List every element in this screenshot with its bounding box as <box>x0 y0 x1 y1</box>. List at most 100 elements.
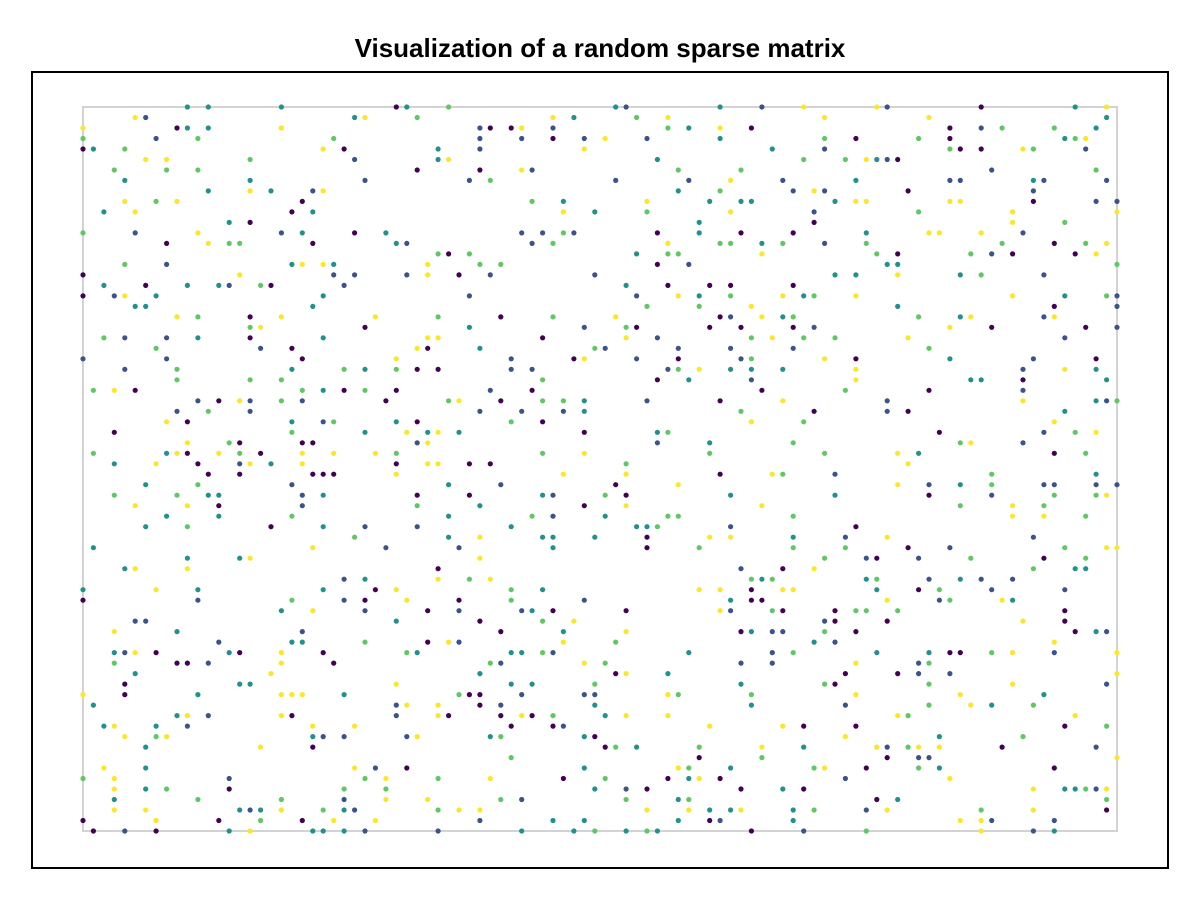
matrix-point <box>205 713 211 719</box>
matrix-point <box>529 167 535 173</box>
matrix-point <box>550 534 556 540</box>
matrix-point <box>665 513 671 519</box>
matrix-point <box>780 723 786 729</box>
matrix-point <box>299 817 305 824</box>
matrix-point <box>738 324 744 330</box>
matrix-point <box>80 692 86 698</box>
matrix-point <box>874 650 880 656</box>
matrix-point <box>205 125 211 131</box>
matrix-point <box>916 755 922 761</box>
matrix-point <box>466 576 472 582</box>
matrix-point <box>205 408 211 414</box>
matrix-point <box>613 314 619 320</box>
matrix-point <box>717 240 723 246</box>
matrix-point <box>247 555 253 561</box>
matrix-point <box>769 576 775 582</box>
matrix-point <box>1051 314 1057 320</box>
matrix-point <box>895 156 901 163</box>
matrix-point <box>143 744 149 750</box>
matrix-point <box>1062 786 1068 792</box>
matrix-point <box>393 356 399 362</box>
matrix-point <box>665 671 671 677</box>
matrix-point <box>466 177 472 183</box>
matrix-point <box>613 671 619 677</box>
matrix-point <box>456 807 462 813</box>
matrix-point <box>916 587 922 593</box>
matrix-point <box>1072 786 1078 792</box>
matrix-point <box>352 723 358 729</box>
matrix-point <box>1083 146 1089 152</box>
matrix-point <box>435 366 441 372</box>
matrix-point <box>968 377 974 383</box>
matrix-point <box>205 188 211 194</box>
matrix-point <box>581 450 587 456</box>
matrix-point <box>790 650 796 656</box>
matrix-point <box>122 650 128 656</box>
matrix-point <box>1030 356 1036 362</box>
matrix-point <box>153 293 159 299</box>
matrix-point <box>884 534 890 540</box>
matrix-point <box>414 492 420 498</box>
matrix-point <box>143 807 149 813</box>
matrix-point <box>393 702 399 708</box>
matrix-point <box>560 209 567 215</box>
matrix-point <box>644 524 650 530</box>
matrix-point <box>780 566 786 572</box>
matrix-point <box>362 524 368 530</box>
matrix-point <box>435 429 441 435</box>
matrix-point <box>550 125 556 131</box>
matrix-point <box>728 765 734 771</box>
matrix-point <box>195 167 201 173</box>
matrix-point <box>738 807 744 813</box>
matrix-point <box>884 261 890 267</box>
matrix-point <box>331 450 337 456</box>
matrix-point <box>550 817 556 824</box>
matrix-point <box>247 335 253 341</box>
matrix-point <box>143 618 149 624</box>
matrix-point <box>425 440 431 446</box>
matrix-point <box>101 723 107 729</box>
matrix-point <box>122 293 128 299</box>
matrix-point <box>299 261 305 267</box>
matrix-point <box>477 671 483 677</box>
matrix-point <box>278 608 284 614</box>
matrix-point <box>790 324 796 330</box>
matrix-point <box>80 817 86 824</box>
matrix-point <box>404 702 410 708</box>
matrix-point <box>310 188 316 194</box>
matrix-point <box>592 681 598 687</box>
matrix-point <box>289 639 295 645</box>
matrix-point <box>644 786 650 792</box>
matrix-point <box>728 492 734 498</box>
matrix-point <box>884 408 890 414</box>
matrix-point <box>1010 681 1016 687</box>
matrix-point <box>895 713 901 719</box>
matrix-point <box>414 650 420 656</box>
matrix-point <box>477 125 483 131</box>
matrix-point <box>602 513 608 519</box>
matrix-point <box>936 597 943 603</box>
matrix-point <box>456 639 462 645</box>
matrix-point <box>895 303 901 309</box>
matrix-point <box>1093 471 1099 477</box>
matrix-point <box>738 198 744 204</box>
matrix-point <box>728 597 734 603</box>
matrix-point <box>780 366 786 372</box>
matrix-point <box>435 156 441 163</box>
matrix-point <box>738 230 744 236</box>
matrix-point <box>790 282 796 288</box>
matrix-point <box>696 755 702 761</box>
matrix-point <box>362 366 368 372</box>
matrix-point <box>581 356 587 362</box>
matrix-point <box>780 587 786 593</box>
matrix-point <box>446 156 452 163</box>
matrix-point <box>174 366 180 372</box>
matrix-point <box>728 807 734 813</box>
matrix-point <box>174 629 180 635</box>
matrix-point <box>174 198 180 204</box>
matrix-point <box>122 198 128 204</box>
matrix-point <box>592 534 598 540</box>
matrix-point <box>1083 450 1089 456</box>
matrix-point <box>540 230 546 236</box>
matrix-point <box>111 429 117 435</box>
